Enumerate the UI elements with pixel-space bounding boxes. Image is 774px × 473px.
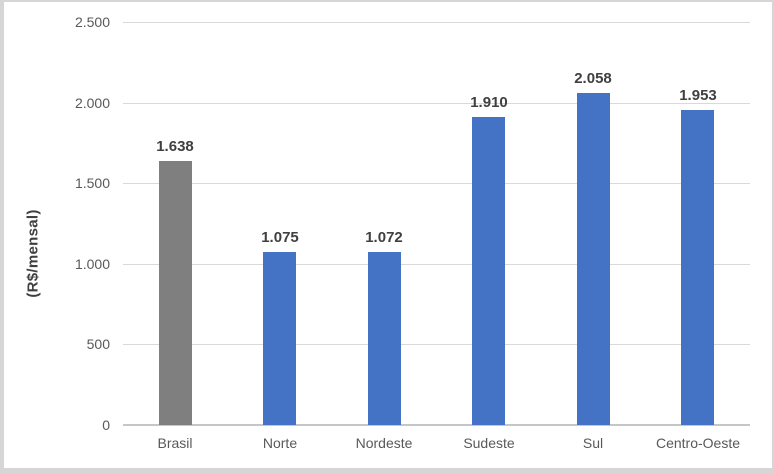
gridline [123, 183, 750, 185]
y-tick-label: 0 [102, 417, 110, 433]
gridline [123, 22, 750, 23]
x-category-label: Sudeste [463, 435, 515, 451]
x-category-label: Centro-Oeste [655, 435, 741, 451]
x-category-label: Norte [262, 435, 298, 451]
y-tick-label: 2.500 [74, 14, 110, 30]
y-tick-label: 500 [86, 336, 110, 353]
bar-sudeste [472, 117, 505, 425]
y-tick-label: 2.000 [74, 94, 110, 111]
x-category-label: Sul [582, 435, 604, 451]
bar-norte [263, 252, 296, 425]
bar-value-label: 1.953 [679, 87, 717, 104]
bar-nordeste [368, 252, 401, 425]
gridline [123, 263, 750, 265]
bar-value-label: 1.075 [261, 229, 299, 246]
gridline [123, 102, 750, 104]
x-category-label: Nordeste [355, 435, 413, 451]
bar-value-label: 1.072 [365, 229, 403, 246]
bar-value-label: 1.638 [156, 138, 194, 155]
y-tick-label: 1.500 [74, 175, 110, 192]
bar-centro-oeste [681, 110, 714, 425]
bar-value-label: 1.910 [470, 94, 508, 111]
x-axis-line [123, 424, 750, 426]
bar-value-label: 2.058 [574, 70, 612, 87]
x-category-label: Brasil [157, 435, 193, 451]
bar-sul [577, 93, 610, 425]
plot-area: 1.638 1.075 1.072 1.910 2.058 1.953 [123, 22, 750, 426]
bar-brasil [159, 161, 192, 425]
y-tick-label: 1.000 [74, 255, 110, 272]
gridline [123, 344, 750, 346]
y-axis-title-text: (R$/mensal) [24, 208, 42, 298]
